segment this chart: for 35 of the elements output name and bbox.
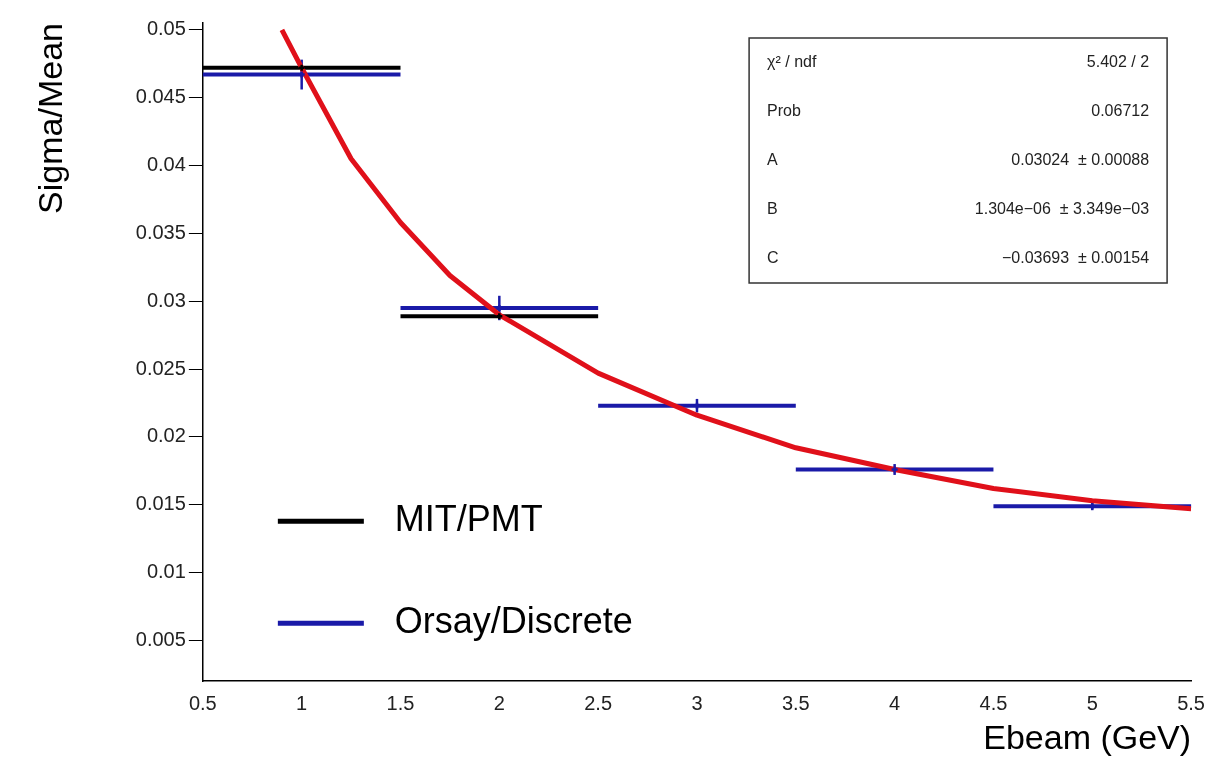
y-tick-label: 0.03 (146, 288, 186, 311)
annotation: −0.03693 ± 0.00154 (1001, 248, 1150, 266)
x-tick-label: 4.5 (979, 691, 1008, 714)
x-tick-label: 1 (296, 691, 308, 714)
annotation: 0.03024 ± 0.00088 (1011, 150, 1150, 168)
y-tick-label: 0.035 (135, 220, 186, 243)
y-tick-label: 0.04 (146, 153, 186, 176)
y-tick-label: 0.01 (146, 560, 186, 583)
x-tick-label: 5.5 (1177, 691, 1205, 714)
annotation: 0.06712 (1091, 101, 1150, 119)
y-tick-label: 0.02 (146, 424, 186, 447)
x-tick-label: 1.5 (386, 691, 415, 714)
x-tick-label: 0.5 (188, 691, 217, 714)
x-tick-label: 4 (889, 691, 901, 714)
y-tick-label: 0.025 (135, 356, 186, 379)
legend-label: Orsay/Discrete (394, 600, 633, 642)
annotation: A (767, 150, 779, 168)
x-tick-label: 3 (691, 691, 703, 714)
x-tick-label: 5 (1086, 691, 1098, 714)
y-axis-title: Sigma/Mean (30, 23, 69, 214)
annotation: 5.402 / 2 (1086, 52, 1150, 70)
legend-label: MIT/PMT (394, 498, 543, 540)
y-tick-label: 0.045 (135, 85, 186, 108)
x-tick-label: 2 (493, 691, 505, 714)
y-tick-label: 0.05 (146, 17, 186, 40)
annotation: B (767, 199, 778, 217)
x-tick-label: 2.5 (584, 691, 613, 714)
x-tick-label: 3.5 (781, 691, 810, 714)
annotation: χ² / ndf (767, 52, 817, 70)
annotation: 1.304e−06 ± 3.349e−03 (974, 199, 1150, 217)
x-axis-title: Ebeam (GeV) (983, 717, 1192, 756)
annotation: C (767, 248, 779, 266)
annotation: Prob (767, 101, 801, 119)
y-tick-label: 0.005 (135, 628, 186, 650)
y-tick-label: 0.015 (135, 492, 186, 515)
